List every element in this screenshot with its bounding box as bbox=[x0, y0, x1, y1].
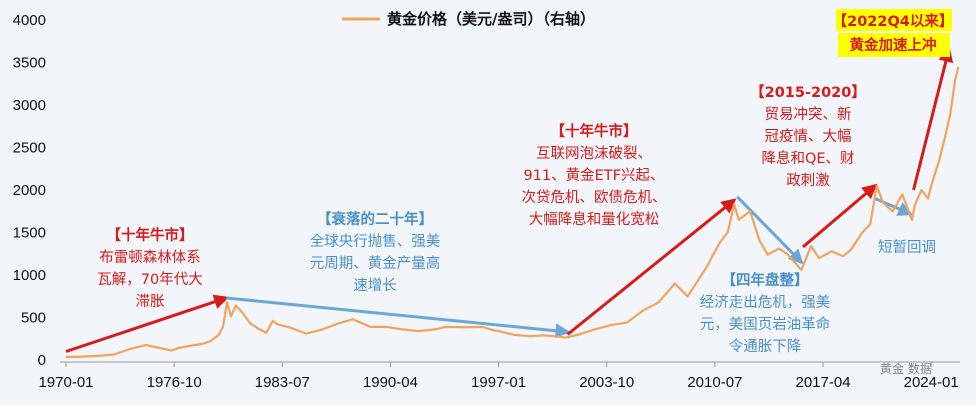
series-line bbox=[65, 66, 960, 359]
annotation-line: 次贷危机、欧债危机、 bbox=[522, 189, 667, 206]
annotation-line: 大幅降息和量化宽松 bbox=[529, 211, 660, 228]
trend-arrow-arr1 bbox=[65, 294, 230, 353]
annotation-line: 瓦解，70年代大 bbox=[97, 271, 202, 288]
series-group bbox=[65, 66, 960, 359]
annotation-line: 贸易冲突、新 bbox=[765, 106, 852, 123]
y-axis-ticks: 0 500 1000 1500 2000 2500 3000 3500 4000 bbox=[13, 12, 46, 369]
annotation-line: 【2015-2020】 bbox=[750, 84, 866, 101]
annotation-line: 【2022Q4以来】 bbox=[833, 12, 954, 30]
annotation-line: 互联网泡沫破裂、 bbox=[536, 145, 652, 162]
x-tick-label: 1976-10 bbox=[147, 374, 202, 391]
x-tick-label: 1997-01 bbox=[471, 374, 526, 391]
trend-arrow-arr6 bbox=[874, 197, 914, 216]
y-tick-label: 500 bbox=[21, 310, 46, 327]
annotation-line: 布雷顿森林体系 bbox=[99, 249, 201, 266]
trend-arrow-arr3 bbox=[566, 198, 737, 336]
y-tick-label: 1500 bbox=[13, 225, 46, 242]
legend-label: 黄金价格（美元/盎司）（右轴） bbox=[387, 10, 595, 28]
y-tick-label: 4000 bbox=[13, 12, 46, 29]
annotation-line: 速增长 bbox=[353, 277, 397, 294]
annotation-line: 【四年盘整】 bbox=[722, 271, 809, 289]
annotation-line: 黄金加速上冲 bbox=[850, 36, 937, 54]
x-tick-label: 2010-07 bbox=[687, 374, 742, 391]
annotation-a3: 【十年牛市】互联网泡沫破裂、 911、黄金ETF兴起、次贷危机、欧债危机、大幅降息… bbox=[522, 122, 667, 228]
annotation-line: 【衰落的二十年】 bbox=[317, 210, 433, 228]
x-tick-label: 2017-04 bbox=[795, 374, 850, 391]
y-tick-label: 2500 bbox=[13, 140, 46, 157]
annotation-a7: 【2022Q4以来】黄金加速上冲 bbox=[833, 12, 954, 54]
annotation-line: 元，美国页岩油革命 bbox=[700, 315, 831, 333]
annotation-line: 【十年牛市】 bbox=[551, 122, 638, 140]
annotations: 【十年牛市】布雷顿森林体系瓦解，70年代大滞胀【衰落的二十年】全球央行抛售、强美… bbox=[97, 12, 953, 355]
annotation-line: 短暂回调 bbox=[878, 239, 936, 256]
annotation-line: 【十年牛市】 bbox=[107, 226, 194, 244]
y-tick-label: 3000 bbox=[13, 97, 46, 114]
trend-arrow-arr2 bbox=[226, 296, 571, 339]
annotation-a6: 短暂回调 bbox=[878, 239, 936, 256]
annotation-line: 经济走出危机，强美 bbox=[700, 294, 831, 311]
x-tick-label: 1970-01 bbox=[38, 374, 93, 391]
x-tick-label: 1990-04 bbox=[363, 374, 418, 391]
y-tick-label: 0 bbox=[38, 352, 46, 369]
annotation-line: 政刺激 bbox=[786, 172, 830, 189]
y-tick-label: 1000 bbox=[13, 267, 46, 284]
annotation-line: 降息和QE、财 bbox=[761, 150, 854, 167]
x-tick-label: 1983-07 bbox=[255, 374, 310, 391]
highlight-box-2 bbox=[838, 33, 950, 57]
annotation-line: 911、黄金ETF兴起、 bbox=[523, 167, 664, 184]
watermark: 黄金 数据 bbox=[880, 361, 932, 376]
x-tick-label: 2024-01 bbox=[904, 374, 959, 391]
trend-arrow-arr5 bbox=[802, 183, 878, 249]
trend-arrow-arr7 bbox=[912, 46, 954, 191]
trend-arrows bbox=[65, 46, 954, 353]
y-tick-label: 2000 bbox=[13, 182, 46, 199]
legend: 黄金价格（美元/盎司）（右轴） bbox=[342, 10, 595, 28]
y-tick-label: 3500 bbox=[13, 55, 46, 72]
annotation-line: 滞胀 bbox=[136, 293, 165, 310]
trend-arrow-arr4 bbox=[736, 195, 804, 265]
x-axis-ticks: 1970-01 1976-10 1983-07 1990-04 1997-01 2003-… bbox=[38, 362, 959, 391]
annotation-line: 冠疫情、大幅 bbox=[765, 128, 852, 145]
annotation-line: 元周期、黄金产量高 bbox=[310, 255, 441, 272]
annotation-line: 全球央行抛售、强美 bbox=[310, 232, 441, 250]
annotation-line: 令通胀下降 bbox=[729, 338, 802, 355]
x-tick-label: 2003-10 bbox=[579, 374, 634, 391]
highlight-box-1 bbox=[836, 9, 952, 31]
